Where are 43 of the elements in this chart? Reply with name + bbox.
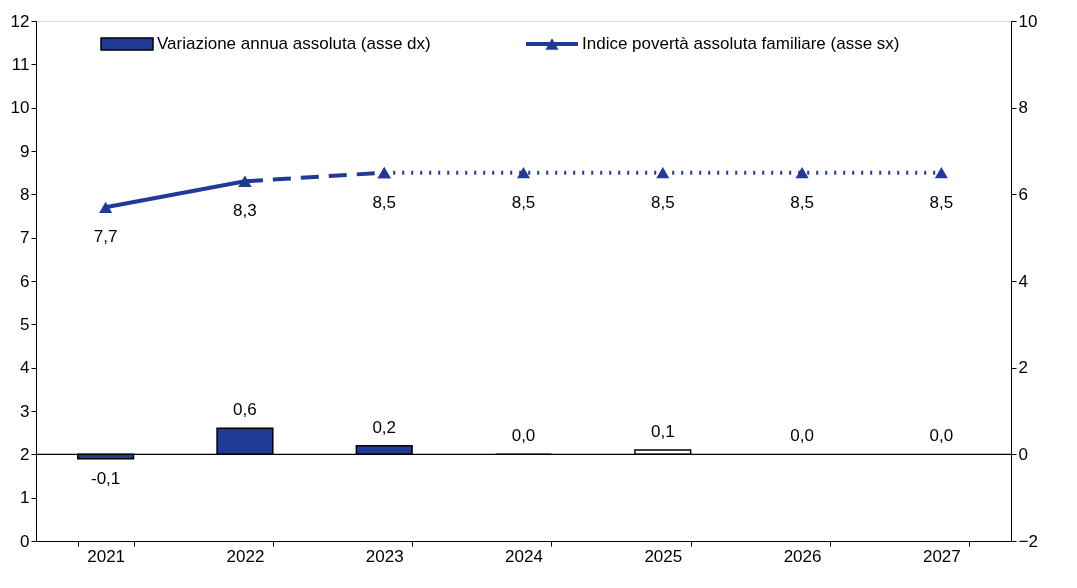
data-label: 0,0 [790,426,814,446]
y-tick-label: 2 [20,444,30,464]
data-label: 8,5 [790,192,814,212]
data-label: 8,5 [511,192,536,212]
y2-tick-label: 10 [1018,11,1038,31]
data-label: 0,0 [929,426,954,446]
y-tick-label: 11 [11,54,30,74]
data-label: 0,2 [372,417,397,437]
y2-tick-label: −2 [1018,531,1038,551]
data-label: 0,0 [511,426,536,446]
y-tick-label: 0 [20,531,30,551]
y-tick-label: 4 [20,358,30,378]
legend-label: Indice povertà assoluta familiare (asse sx) [582,34,900,53]
x-tick-label: 2027 [922,546,961,566]
y-tick-label: 5 [20,314,30,334]
x-tick-label: 2021 [87,546,126,566]
x-tick-label: 2026 [783,546,822,566]
y-tick-label: 3 [20,401,30,421]
y-tick-label: 12 [10,11,30,31]
y2-tick-label: 4 [1018,271,1028,291]
legend-label: Variazione annua assoluta (asse dx) [157,34,431,53]
data-label: 8,3 [233,201,257,221]
data-label: 7,7 [93,227,118,247]
data-label: 8,5 [650,192,675,212]
y-tick-label: 6 [20,271,30,291]
y2-tick-label: 0 [1018,444,1028,464]
data-label: 0,1 [650,422,675,441]
y-tick-label: 8 [20,184,30,204]
y2-tick-label: 8 [1018,98,1028,118]
x-tick-label: 2025 [644,546,683,566]
x-tick-label: 2022 [226,546,265,566]
y-tick-label: 7 [20,228,30,248]
data-label: 8,5 [929,192,954,212]
y2-tick-label: 2 [1018,358,1028,378]
y-tick-label: 1 [20,488,30,508]
y-tick-label: 10 [10,98,30,118]
y2-tick-label: 6 [1018,184,1028,204]
y-tick-label: 9 [20,141,30,161]
data-label: -0,1 [90,468,121,488]
x-tick-label: 2024 [505,546,543,566]
x-tick-label: 2023 [365,546,404,566]
data-label: 8,5 [372,192,397,212]
data-label: 0,6 [233,400,257,420]
